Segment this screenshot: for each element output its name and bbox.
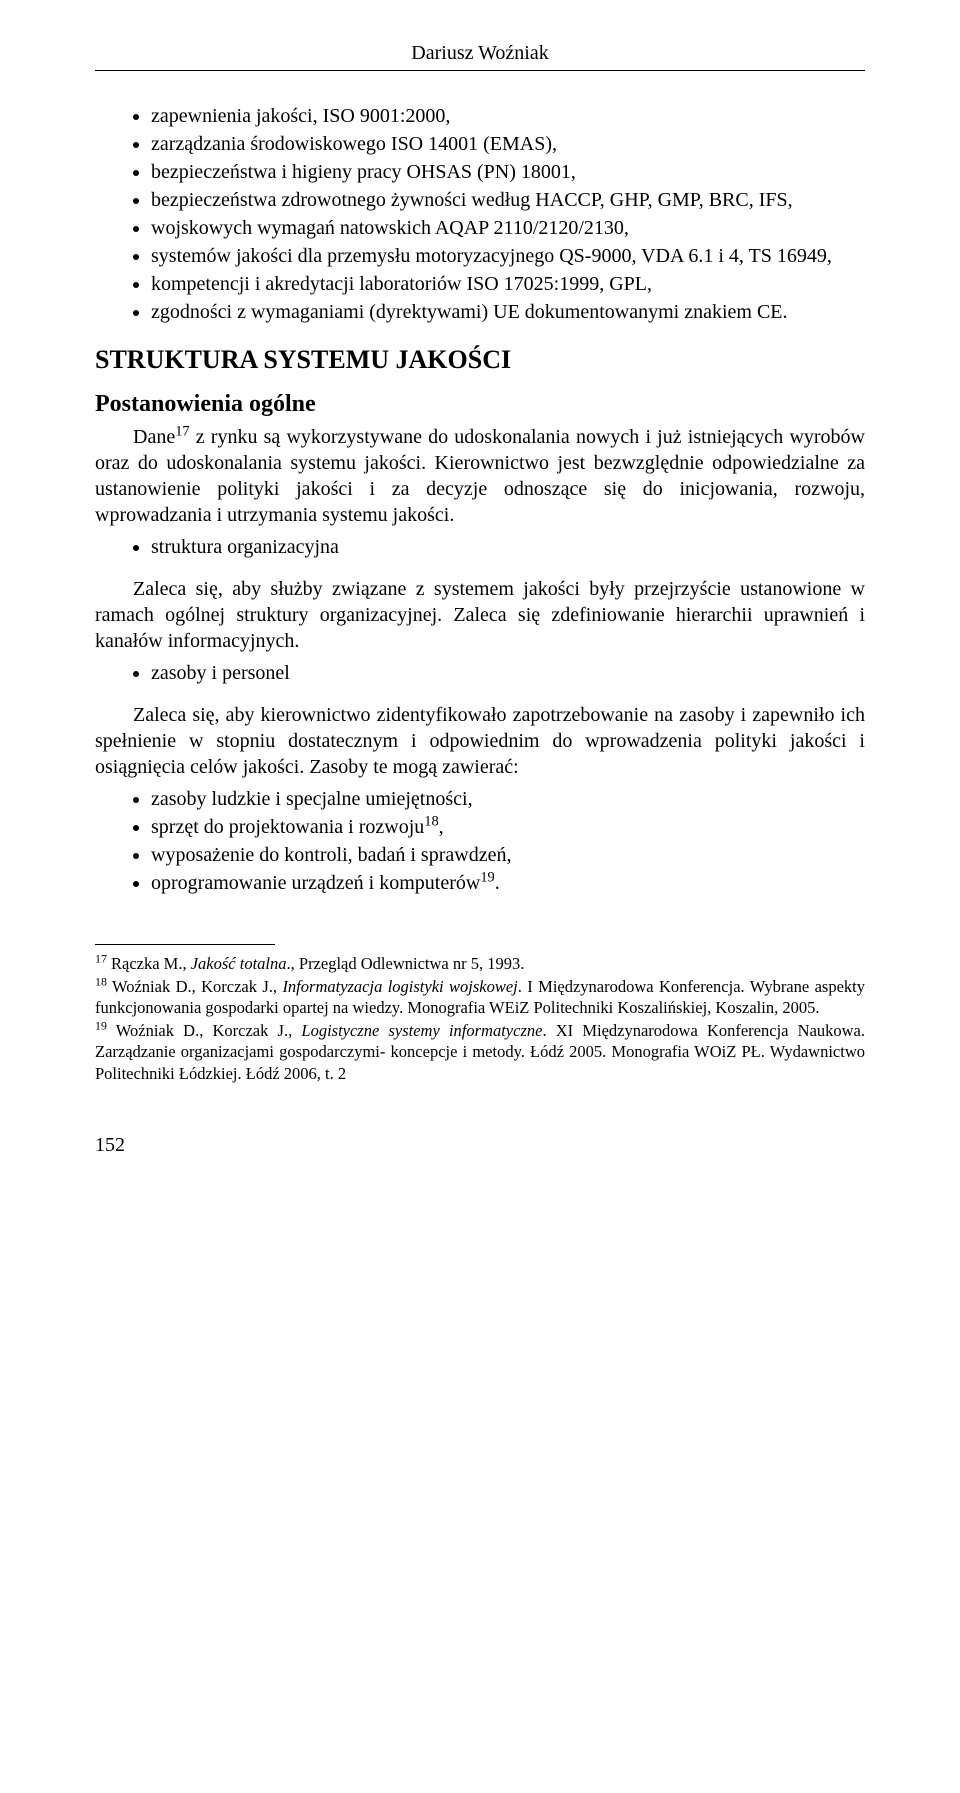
footnote-18: 18 Woźniak D., Korczak J., Informatyzacj… [95,976,865,1018]
text: Woźniak D., Korczak J., [107,977,283,996]
text: . [495,872,500,894]
text: sprzęt do projektowania i rozwoju [151,816,424,838]
text: ., Przegląd Odlewnictwa nr 5, 1993. [287,954,525,973]
list-item: zasoby ludzkie i specjalne umiejętności, [151,786,865,812]
list-item: sprzęt do projektowania i rozwoju18, [151,814,865,840]
header-rule [95,70,865,71]
footnote-ref-18: 18 [424,813,438,829]
struct-bullet: struktura organizacyjna [95,534,865,560]
res-bullet: zasoby i personel [95,660,865,686]
list-item: bezpieczeństwa i higieny pracy OHSAS (PN… [151,159,865,185]
list-item: wojskowych wymagań natowskich AQAP 2110/… [151,215,865,241]
footnote-title: Informatyzacja logistyki wojskowej [282,977,517,996]
resources-bullet-list: zasoby ludzkie i specjalne umiejętności,… [95,786,865,896]
footnotes-block: 17 Rączka M., Jakość totalna., Przegląd … [95,953,865,1084]
footnote-19: 19 Woźniak D., Korczak J., Logistyczne s… [95,1020,865,1083]
list-item: zgodności z wymaganiami (dyrektywami) UE… [151,299,865,325]
top-bullet-list: zapewnienia jakości, ISO 9001:2000, zarz… [95,103,865,325]
list-item: struktura organizacyjna [151,534,865,560]
text: Rączka M., [107,954,191,973]
list-item: oprogramowanie urządzeń i komputerów19. [151,870,865,896]
subsection-heading: Postanowienia ogólne [95,389,865,420]
footnote-number: 19 [95,1019,107,1033]
footnote-number: 18 [95,975,107,989]
section-heading: STRUKTURA SYSTEMU JAKOŚCI [95,343,865,377]
footnote-title: Jakość totalna [191,954,287,973]
page-number: 152 [95,1132,865,1158]
footnote-17: 17 Rączka M., Jakość totalna., Przegląd … [95,953,865,974]
list-item: bezpieczeństwa zdrowotnego żywności wedł… [151,187,865,213]
body-paragraph-2: Zaleca się, aby służby związane z system… [95,576,865,654]
body-paragraph-1: Dane17 z rynku są wykorzystywane do udos… [95,424,865,528]
footnote-rule [95,944,275,945]
list-item: systemów jakości dla przemysłu motoryzac… [151,243,865,269]
footnote-ref-17: 17 [175,423,189,439]
list-item: wyposażenie do kontroli, badań i sprawdz… [151,842,865,868]
running-header-author: Dariusz Woźniak [95,40,865,66]
text: Woźniak D., Korczak J., [107,1021,302,1040]
text: , [439,816,444,838]
list-item: zasoby i personel [151,660,865,686]
text: oprogramowanie urządzeń i komputerów [151,872,480,894]
list-item: zarządzania środowiskowego ISO 14001 (EM… [151,131,865,157]
list-item: zapewnienia jakości, ISO 9001:2000, [151,103,865,129]
footnote-title: Logistyczne systemy informatyczne [301,1021,542,1040]
list-item: kompetencji i akredytacji laboratoriów I… [151,271,865,297]
text: z rynku są wykorzystywane do udoskonalan… [95,426,865,526]
footnote-number: 17 [95,951,107,965]
footnote-ref-19: 19 [480,869,494,885]
body-paragraph-3: Zaleca się, aby kierownictwo zidentyfiko… [95,702,865,780]
text: Dane [133,426,175,448]
